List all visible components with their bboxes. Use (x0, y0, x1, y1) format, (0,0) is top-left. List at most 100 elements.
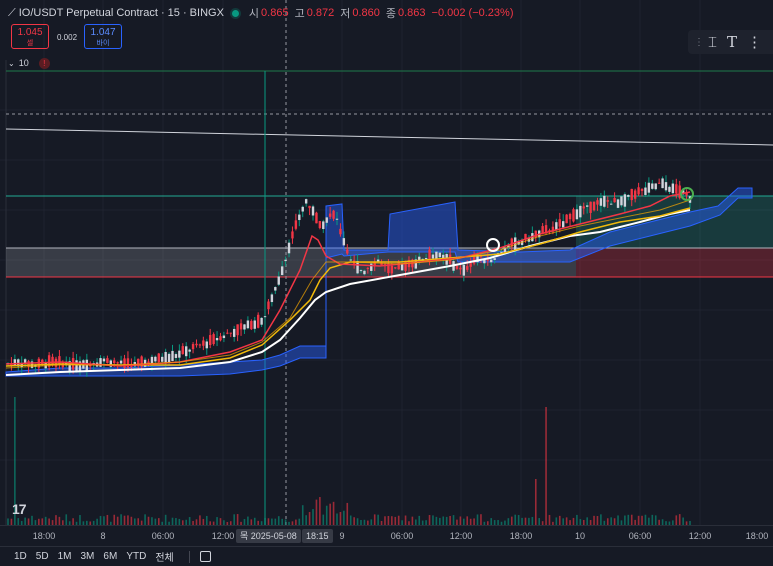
buy-button[interactable]: 1.047 바이 (84, 24, 122, 49)
time-axis[interactable]: 18:00 8 06:00 12:00 9 06:00 12:00 18:00 … (0, 525, 773, 546)
candle-body (455, 265, 459, 269)
volume-bar (517, 515, 520, 525)
volume-bar (531, 516, 534, 525)
volume-bar (240, 521, 242, 525)
range-5d[interactable]: 5D (35, 551, 49, 562)
candle-body (575, 209, 579, 220)
range-3m[interactable]: 3M (80, 551, 95, 562)
candle-body (308, 205, 311, 209)
calendar-icon[interactable] (199, 551, 211, 562)
volume-bar (415, 519, 417, 525)
candle-body (582, 206, 585, 209)
volume-bar (188, 517, 191, 525)
text-tool-icon[interactable]: T (727, 33, 738, 51)
volume-bar (96, 518, 98, 525)
volume-bar (610, 517, 612, 525)
divider (188, 550, 190, 563)
candle-body (322, 221, 325, 230)
sell-marker-icon (680, 187, 694, 201)
candle-body (630, 188, 633, 201)
candle-body (558, 219, 561, 227)
volume-bar (65, 514, 68, 525)
volume-bar (500, 521, 503, 525)
candle-body (157, 353, 160, 362)
candle-body (229, 332, 232, 334)
candle-body (150, 356, 154, 365)
price-chart[interactable] (0, 0, 773, 525)
volume-bar (445, 516, 448, 525)
candle-body (263, 316, 267, 318)
volume-bar (360, 519, 362, 525)
volume-bar (421, 520, 424, 525)
volume-bar (312, 509, 314, 525)
volume-bar (675, 515, 678, 525)
candle-body (541, 226, 544, 234)
volume-bar (329, 503, 331, 525)
chart-area[interactable]: ⟋ IO/USDT Perpetual Contract · 15 · BING… (0, 0, 773, 525)
volume-bar (456, 519, 458, 525)
candle-body (51, 356, 54, 365)
sell-label: 셀 (26, 40, 34, 47)
volume-bar (363, 519, 366, 525)
volume-bar (558, 515, 561, 525)
candle-body (380, 262, 383, 266)
candle-body (202, 340, 205, 346)
symbol-title[interactable]: IO/USDT Perpetual Contract · 15 · BINGX (18, 7, 224, 19)
time-tick: 18:00 (32, 531, 56, 541)
range-6m[interactable]: 6M (103, 551, 118, 562)
sell-button[interactable]: 1.045 셀 (11, 24, 49, 49)
text-cursor-icon[interactable]: ⌶ (708, 33, 718, 51)
candle-body (568, 213, 572, 220)
range-1m[interactable]: 1M (57, 551, 72, 562)
volume-bar (466, 516, 469, 525)
candle-body (178, 350, 181, 358)
candle-body (294, 220, 298, 229)
candle-body (339, 228, 342, 235)
volume-bar (260, 521, 263, 525)
candle-body (394, 267, 397, 269)
volume-bar (459, 516, 462, 525)
drag-handle-icon[interactable]: ⋮ (694, 36, 704, 48)
volume-indicator-legend[interactable]: ⌄ 10 ! (8, 56, 50, 70)
candle-body (205, 341, 208, 349)
volume-bar (356, 518, 359, 525)
candle-body (246, 320, 250, 329)
candle-body (188, 349, 191, 352)
candle-body (325, 217, 328, 223)
candle-body (592, 201, 596, 211)
volume-bar (199, 515, 201, 525)
volume-bar (463, 518, 465, 525)
candle-body (668, 186, 671, 192)
candle-body (428, 249, 431, 261)
volume-bar (473, 518, 475, 525)
ma-slow-line (5, 209, 691, 376)
volume-bar (439, 517, 441, 525)
range-1d[interactable]: 1D (14, 551, 27, 562)
candle-body (284, 259, 287, 262)
volume-bar (161, 521, 164, 525)
volume-bar (271, 518, 273, 525)
chevron-down-icon[interactable]: ⌄ (8, 58, 15, 68)
volume-bar (349, 515, 352, 525)
volume-bar (668, 521, 671, 525)
volume-bar (257, 520, 259, 525)
volume-bar (168, 521, 170, 525)
candle-body (418, 256, 421, 262)
candle-body (476, 254, 479, 263)
candle-body (486, 259, 489, 261)
volume-bar (243, 519, 246, 525)
candle-body (411, 259, 414, 268)
range-ytd[interactable]: YTD (126, 551, 147, 562)
chart-logo-icon[interactable]: ⟋ (8, 6, 16, 19)
candle-body (195, 343, 198, 346)
volume-bar (630, 514, 633, 525)
warning-icon[interactable]: ! (38, 57, 50, 69)
candle-body (462, 264, 466, 276)
candle-body (627, 194, 630, 197)
volume-bar (233, 514, 235, 525)
candle-body (503, 247, 507, 253)
candle-body (524, 233, 527, 240)
more-icon[interactable]: ⋮ (747, 34, 763, 51)
range-all[interactable]: 전체 (155, 553, 174, 564)
candle-body (579, 205, 582, 218)
